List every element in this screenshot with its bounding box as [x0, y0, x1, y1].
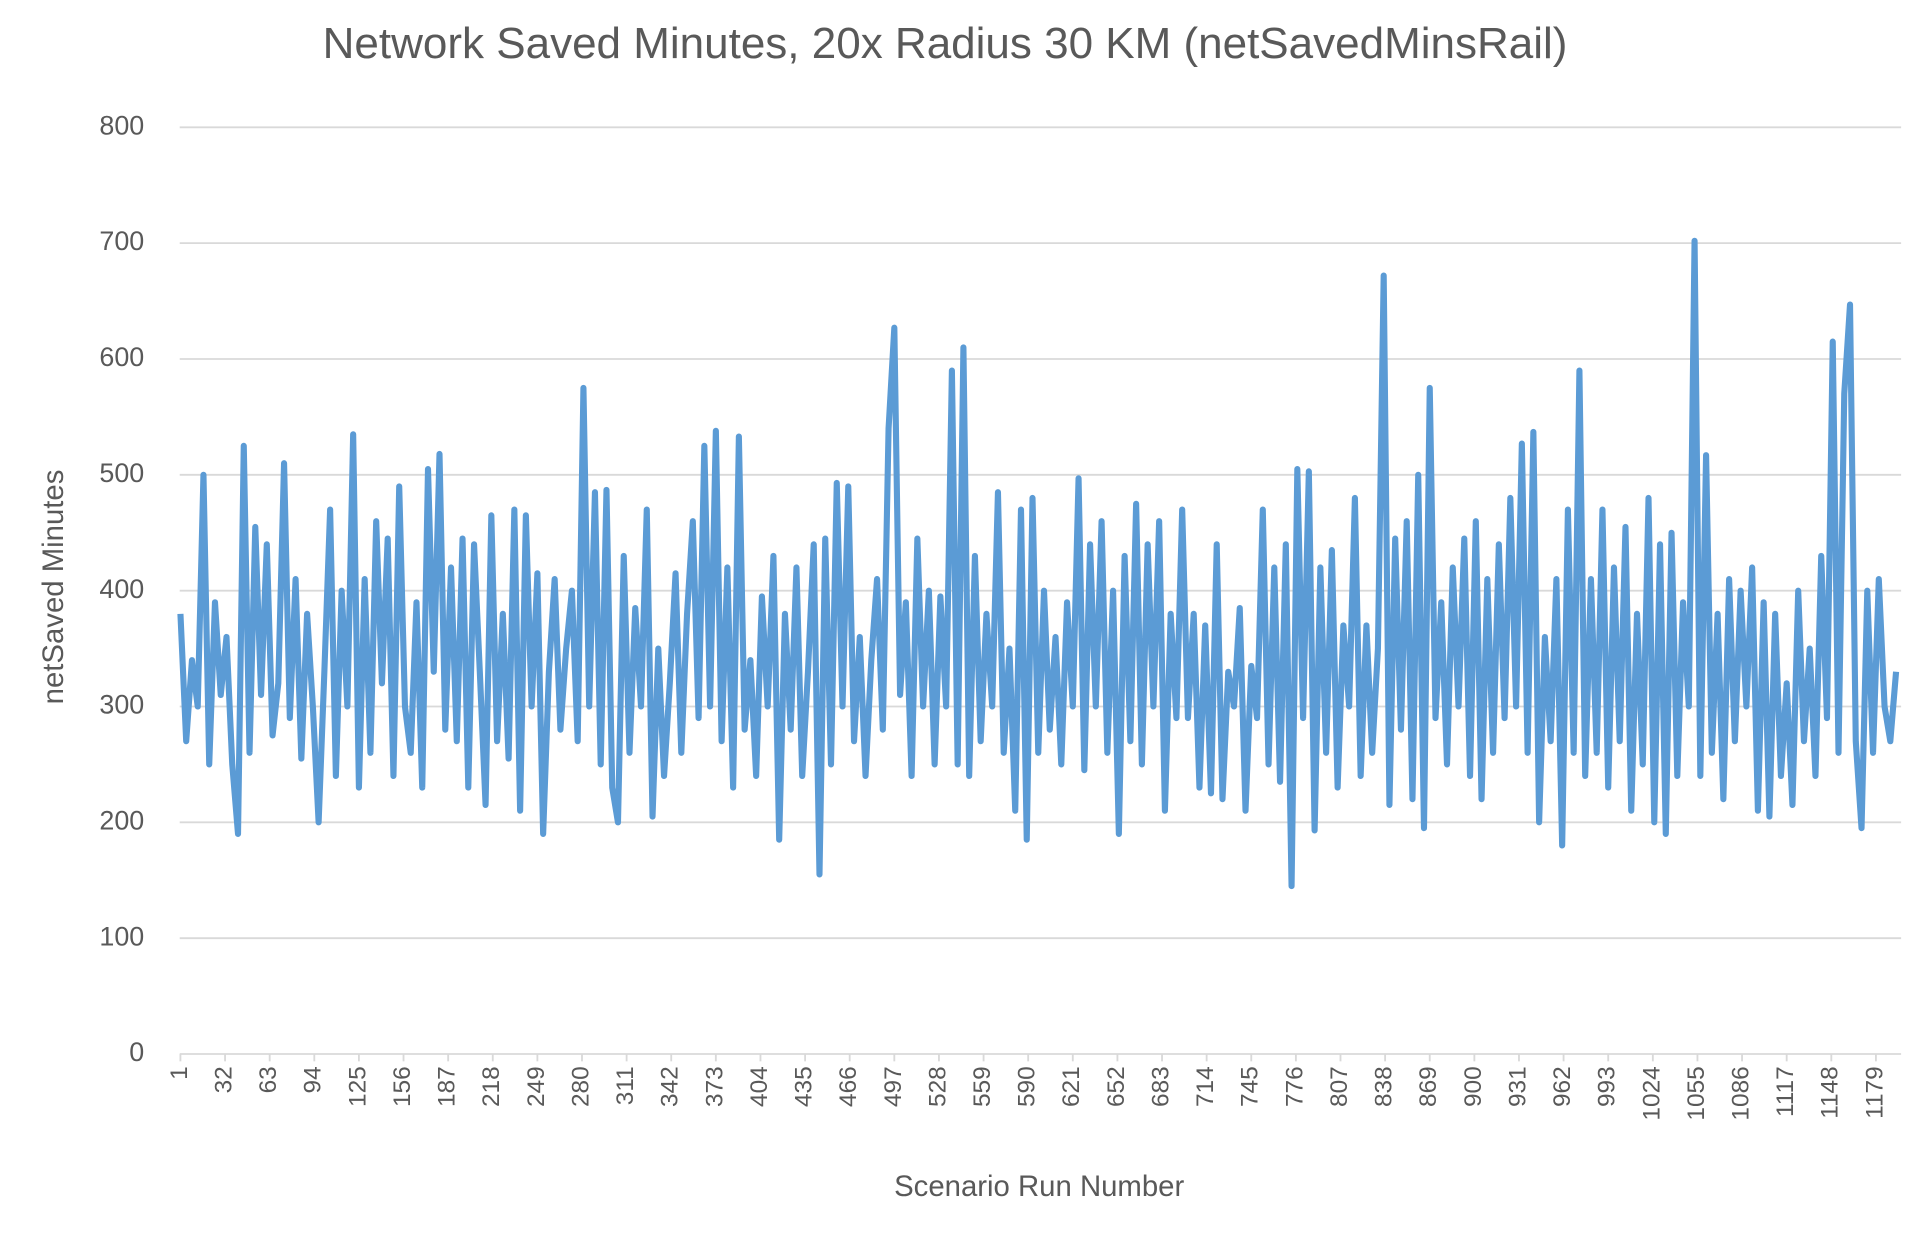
- x-tick-label: 962: [1549, 1066, 1576, 1107]
- x-tick-label: 1117: [1772, 1066, 1799, 1117]
- x-tick-label: 1055: [1683, 1066, 1710, 1120]
- x-tick-label: 466: [835, 1066, 862, 1107]
- y-tick-label: 700: [99, 226, 144, 256]
- data-line: [177, 237, 1900, 890]
- x-tick-label: 32: [211, 1066, 238, 1093]
- x-tick-label: 745: [1237, 1066, 1264, 1107]
- x-tick-label: 156: [389, 1066, 416, 1107]
- x-tick-label: 652: [1103, 1066, 1130, 1107]
- x-tick-label: 838: [1371, 1066, 1398, 1107]
- x-tick-label: 1: [166, 1066, 193, 1080]
- x-tick-label: 714: [1192, 1066, 1219, 1107]
- x-tick-label: 404: [746, 1066, 773, 1107]
- y-tick-label: 300: [99, 690, 144, 720]
- x-tick-label: 280: [567, 1066, 594, 1107]
- x-tick-label: 435: [791, 1066, 818, 1107]
- x-tick-label: 683: [1147, 1066, 1174, 1107]
- y-tick-label: 400: [99, 574, 144, 604]
- y-tick-label: 200: [99, 805, 144, 835]
- y-axis-label: netSaved Minutes: [37, 470, 70, 705]
- x-tick-label: 807: [1326, 1066, 1353, 1107]
- y-tick-label: 100: [99, 921, 144, 951]
- y-tick-label: 600: [99, 342, 144, 372]
- x-tick-label: 249: [523, 1066, 550, 1107]
- x-tick-label: 559: [969, 1066, 996, 1107]
- x-tick-label: 900: [1460, 1066, 1487, 1107]
- x-tick-label: 528: [924, 1066, 951, 1107]
- x-tick-label: 373: [701, 1066, 728, 1107]
- x-tick-label: 1148: [1817, 1066, 1844, 1119]
- y-tick-label: 0: [129, 1037, 144, 1067]
- x-tick-label: 590: [1014, 1066, 1041, 1107]
- x-tick-label: 342: [657, 1066, 684, 1107]
- y-tick-label: 500: [99, 458, 144, 488]
- x-tick-label: 63: [255, 1066, 282, 1093]
- y-tick-label: 800: [99, 110, 144, 140]
- x-tick-label: 776: [1281, 1066, 1308, 1107]
- x-tick-label: 94: [300, 1066, 327, 1093]
- x-tick-label: 125: [344, 1066, 371, 1107]
- x-tick-label: 993: [1594, 1066, 1621, 1107]
- x-tick-label: 1086: [1728, 1066, 1755, 1120]
- x-tick-label: 311: [612, 1066, 639, 1105]
- x-tick-label: 1024: [1638, 1066, 1665, 1120]
- x-tick-label: 1179: [1861, 1066, 1888, 1119]
- chart-title: Network Saved Minutes, 20x Radius 30 KM …: [323, 19, 1568, 68]
- x-tick-label: 621: [1058, 1066, 1085, 1107]
- x-tick-label: 187: [434, 1066, 461, 1107]
- x-tick-label: 218: [478, 1066, 505, 1107]
- x-tick-label: 497: [880, 1066, 907, 1107]
- x-tick-label: 931: [1504, 1066, 1531, 1107]
- x-tick-label: 869: [1415, 1066, 1442, 1107]
- x-axis-label: Scenario Run Number: [894, 1170, 1184, 1203]
